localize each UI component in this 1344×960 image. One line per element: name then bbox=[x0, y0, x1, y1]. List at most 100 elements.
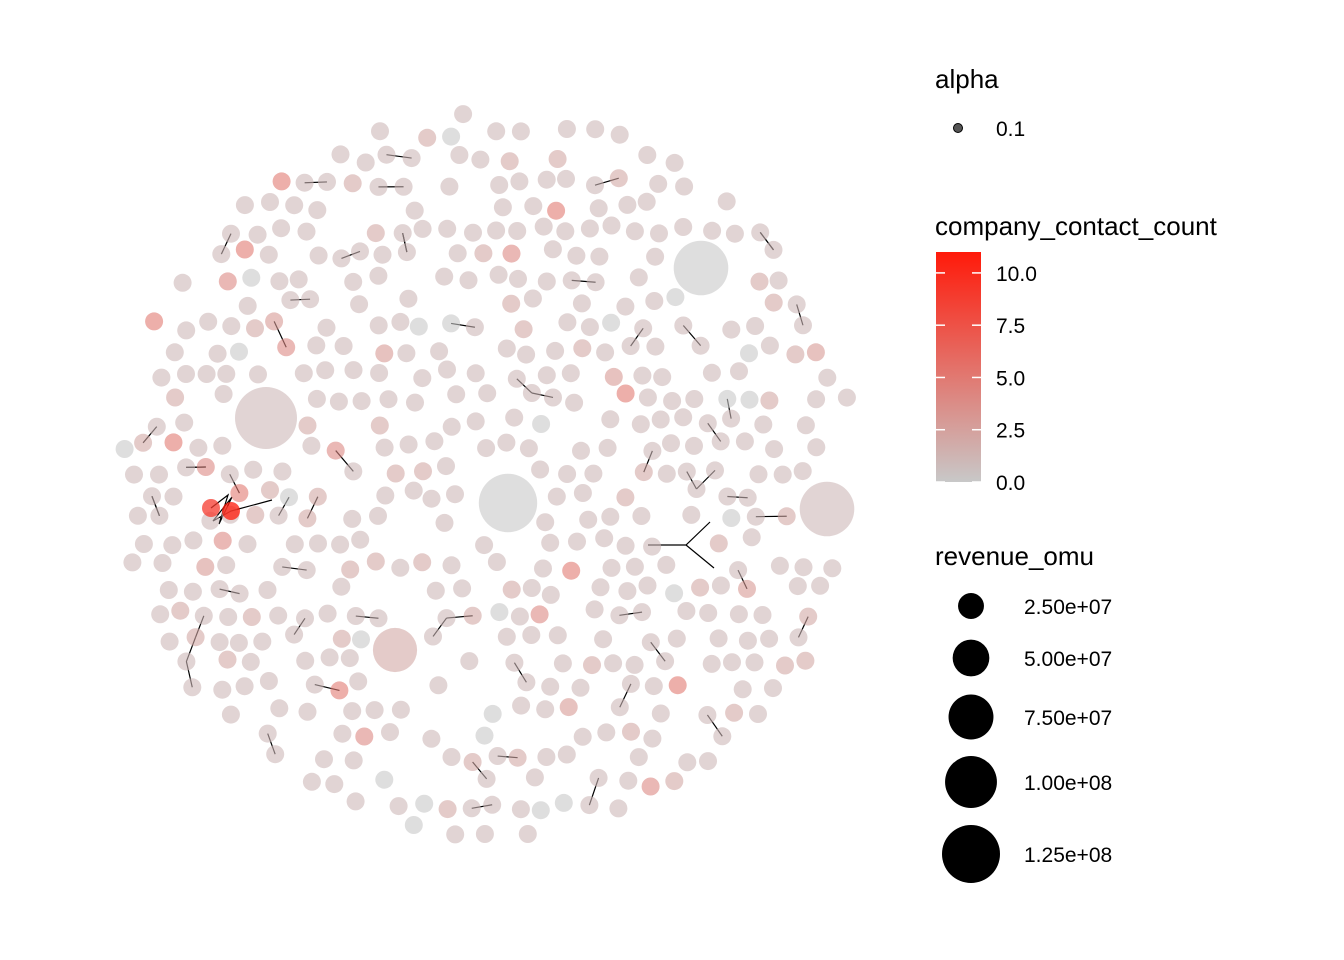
company-node bbox=[532, 415, 551, 433]
company-node bbox=[609, 799, 628, 818]
company-node bbox=[296, 609, 314, 628]
company-node bbox=[777, 507, 796, 526]
company-node bbox=[315, 750, 333, 769]
company-node bbox=[437, 457, 455, 476]
company-node bbox=[493, 198, 512, 217]
company-node bbox=[510, 607, 529, 626]
company-node bbox=[662, 434, 680, 453]
company-node bbox=[183, 678, 202, 697]
company-node bbox=[399, 435, 418, 454]
company-node bbox=[618, 582, 637, 601]
company-node bbox=[634, 319, 653, 338]
company-node bbox=[332, 249, 351, 268]
company-node bbox=[389, 797, 408, 816]
company-node bbox=[285, 196, 304, 215]
company-node bbox=[405, 201, 424, 220]
company-node bbox=[677, 602, 696, 620]
company-node bbox=[580, 219, 599, 238]
company-node bbox=[475, 825, 494, 843]
company-node bbox=[638, 388, 657, 407]
company-node bbox=[765, 440, 784, 459]
company-node bbox=[296, 651, 315, 670]
company-node bbox=[465, 318, 484, 337]
company-node bbox=[764, 293, 783, 312]
company-node bbox=[160, 632, 179, 651]
company-node bbox=[145, 312, 164, 331]
company-node bbox=[534, 559, 552, 578]
company-node bbox=[171, 601, 190, 620]
company-node bbox=[460, 652, 479, 671]
company-node bbox=[489, 265, 508, 284]
company-node bbox=[438, 800, 457, 819]
company-node bbox=[379, 390, 398, 409]
company-node bbox=[787, 295, 806, 314]
company-node bbox=[601, 410, 620, 429]
company-node bbox=[177, 321, 196, 340]
company-node bbox=[505, 653, 524, 672]
company-node bbox=[249, 365, 267, 384]
size-key-label: 1.25e+08 bbox=[1024, 844, 1112, 867]
company-node bbox=[685, 390, 704, 408]
company-node bbox=[235, 387, 297, 449]
company-node bbox=[478, 473, 538, 533]
company-node bbox=[307, 336, 326, 355]
company-node bbox=[536, 513, 555, 532]
company-node bbox=[525, 768, 544, 787]
company-node bbox=[585, 600, 604, 619]
company-node bbox=[674, 316, 693, 335]
company-node bbox=[534, 217, 553, 236]
company-node bbox=[238, 296, 257, 315]
company-node bbox=[248, 225, 267, 244]
size-legend-title: revenue_omu bbox=[935, 541, 1094, 571]
company-node bbox=[674, 408, 693, 427]
company-node bbox=[760, 629, 779, 648]
company-node bbox=[474, 244, 493, 263]
company-node bbox=[722, 320, 741, 339]
company-node bbox=[446, 485, 464, 504]
company-node bbox=[475, 536, 494, 555]
company-node bbox=[325, 775, 344, 794]
company-node bbox=[242, 268, 261, 287]
company-node bbox=[776, 656, 794, 675]
company-node bbox=[586, 176, 604, 195]
company-node bbox=[464, 223, 482, 242]
company-node bbox=[125, 465, 143, 484]
company-node bbox=[514, 320, 533, 339]
company-node bbox=[418, 128, 437, 147]
company-node bbox=[344, 361, 363, 380]
company-node bbox=[497, 627, 516, 646]
company-node bbox=[163, 536, 182, 555]
company-node bbox=[691, 336, 710, 355]
company-node bbox=[265, 312, 284, 331]
company-node bbox=[773, 465, 792, 484]
company-node bbox=[687, 480, 706, 498]
company-node bbox=[807, 390, 826, 409]
company-node bbox=[702, 654, 721, 673]
company-node bbox=[259, 245, 278, 264]
company-node bbox=[674, 218, 693, 236]
company-node bbox=[497, 339, 516, 358]
company-node bbox=[298, 702, 317, 721]
company-node bbox=[610, 698, 629, 717]
company-node bbox=[818, 368, 837, 387]
company-node bbox=[709, 534, 728, 553]
company-node bbox=[351, 242, 369, 261]
company-node bbox=[442, 417, 461, 436]
company-node bbox=[749, 465, 768, 484]
company-node bbox=[718, 389, 737, 408]
company-node bbox=[616, 297, 635, 316]
company-node bbox=[246, 319, 264, 338]
company-node bbox=[558, 465, 577, 483]
company-node bbox=[471, 150, 490, 169]
company-node bbox=[369, 266, 388, 285]
company-node bbox=[352, 392, 371, 411]
company-node bbox=[650, 224, 668, 243]
company-node bbox=[297, 222, 316, 241]
company-node bbox=[745, 653, 764, 672]
size-key bbox=[952, 639, 990, 677]
company-node bbox=[487, 553, 506, 571]
company-node bbox=[643, 537, 662, 556]
company-node bbox=[221, 705, 240, 724]
company-node bbox=[646, 247, 665, 266]
company-node bbox=[497, 433, 516, 452]
